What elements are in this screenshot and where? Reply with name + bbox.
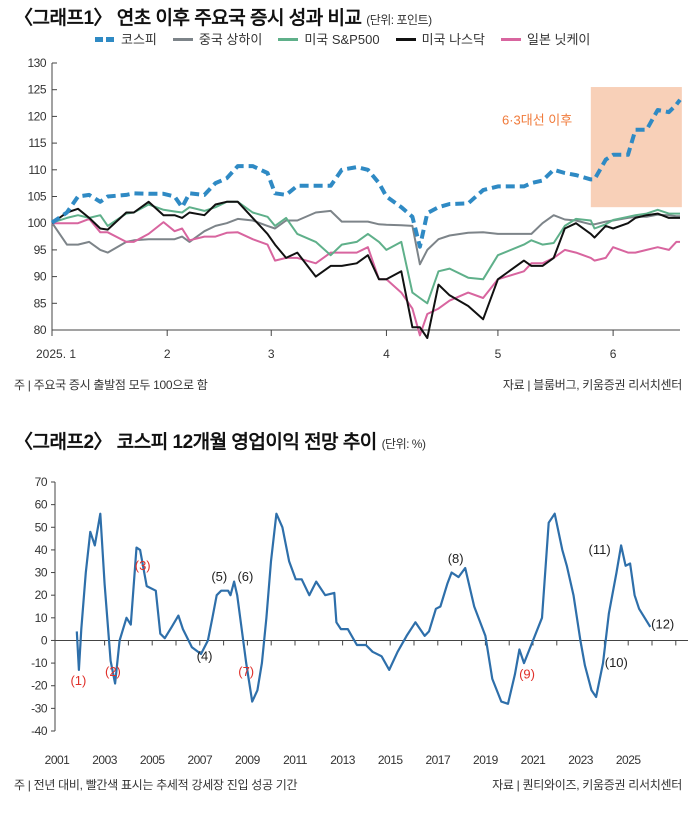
x-tick-label: 2 — [164, 347, 171, 361]
annotation-label: (7) — [238, 664, 254, 679]
y-tick-label: 110 — [28, 163, 46, 177]
x-tick-label: 2009 — [235, 753, 261, 767]
chart2-source: 자료 | 퀀티와이즈, 키움증권 리서치센터 — [492, 778, 682, 792]
y-tick-label: 105 — [27, 190, 46, 204]
y-tick-label: 40 — [35, 543, 48, 557]
legend-item-nikkei: 일본 닛케이 — [500, 32, 591, 47]
y-tick-label: 50 — [35, 520, 48, 534]
x-tick-label: 2017 — [425, 753, 451, 767]
annotation-label: (9) — [519, 666, 535, 681]
legend-swatch — [172, 38, 193, 41]
chart1-source: 자료 | 블룸버그, 키움증권 리서치센터 — [502, 378, 682, 392]
y-tick-label: 100 — [27, 216, 46, 230]
chart2-unit: (단위: %) — [381, 437, 426, 451]
y-tick-label: 130 — [27, 56, 46, 70]
x-tick-label: 5 — [495, 347, 502, 361]
annotation-label: (8) — [448, 551, 464, 566]
chart1-legend: 코스피 중국 상하이 미국 S&P500 미국 나스닥 일본 닛케이 — [95, 32, 590, 47]
legend-swatch — [95, 37, 115, 42]
legend-label: 미국 나스닥 — [421, 32, 485, 47]
y-tick-label: 125 — [27, 83, 46, 97]
x-tick-label: 4 — [383, 347, 390, 361]
annotation-label: (10) — [605, 655, 628, 670]
legend-label: 코스피 — [121, 32, 157, 47]
legend-item-shanghai: 중국 상하이 — [172, 32, 263, 47]
legend-label: 중국 상하이 — [198, 32, 263, 47]
legend-item-sp500: 미국 S&P500 — [278, 32, 380, 47]
x-tick-label: 2025. 1 — [36, 347, 76, 361]
x-tick-label: 2015 — [378, 753, 404, 767]
annotation-label: (4) — [197, 648, 213, 663]
chart2-title: 〈그래프2〉 코스피 12개월 영업이익 전망 추이 (단위: %) — [14, 432, 426, 455]
annotation-label: (1) — [70, 673, 86, 688]
annotation-label: (5) — [211, 569, 227, 584]
y-tick-label: -10 — [31, 656, 48, 670]
series-line-1 — [51, 209, 680, 266]
y-tick-label: 115 — [28, 136, 46, 150]
x-tick-label: 2013 — [330, 753, 356, 767]
annotation-label: (12) — [651, 617, 674, 632]
series-line-3 — [51, 200, 680, 339]
x-tick-label: 2007 — [187, 753, 213, 767]
y-tick-label: 120 — [27, 109, 46, 123]
x-tick-label: 6 — [610, 347, 617, 361]
y-tick-label: 30 — [35, 566, 48, 580]
y-tick-label: 85 — [34, 296, 47, 310]
y-tick-label: 60 — [35, 498, 48, 512]
chart1-title: 〈그래프1〉 연초 이후 주요국 증시 성과 비교 (단위: 포인트) — [14, 8, 432, 31]
legend-label: 일본 닛케이 — [526, 32, 591, 47]
x-tick-label: 2001 — [45, 753, 71, 767]
x-tick-label: 2005 — [140, 753, 166, 767]
annotation-label: (11) — [589, 542, 611, 557]
chart1-unit: (단위: 포인트) — [366, 13, 432, 27]
y-tick-label: 90 — [34, 270, 47, 284]
legend-item-kospi: 코스피 — [95, 32, 157, 47]
y-tick-label: 70 — [35, 475, 48, 489]
legend-item-nasdaq: 미국 나스닥 — [395, 32, 485, 47]
shaded-region — [590, 87, 682, 208]
chart2-note: 주 | 전년 대비, 빨간색 표시는 추세적 강세장 진입 성공 기간 — [14, 778, 298, 792]
y-tick-label: 20 — [35, 588, 48, 602]
y-tick-label: -40 — [31, 724, 48, 738]
series-line-2 — [51, 200, 680, 305]
annotation-label: (2) — [105, 664, 121, 679]
x-tick-label: 3 — [268, 347, 275, 361]
legend-swatch — [500, 38, 521, 41]
x-tick-label: 2011 — [283, 753, 308, 767]
x-tick-label: 2019 — [473, 753, 499, 767]
annotation-label: (3) — [135, 558, 151, 573]
chart1-plot: 6·3대선 이후 80 85 90 95 100 105 110 115 120 125 130 202… — [27, 56, 682, 361]
y-tick-label: -20 — [31, 679, 48, 693]
y-tick-label: 0 — [41, 633, 48, 647]
chart2-title-text: 〈그래프2〉 코스피 12개월 영업이익 전망 추이 — [14, 432, 377, 453]
x-tick-label: 2023 — [568, 753, 594, 767]
y-tick-label: 80 — [34, 323, 47, 337]
y-tick-label: 95 — [34, 243, 47, 257]
x-tick-label: 2025 — [616, 753, 642, 767]
series-line-0 — [50, 98, 682, 249]
legend-label: 미국 S&P500 — [304, 32, 380, 47]
legend-swatch — [395, 38, 416, 41]
annotation-label: (6) — [237, 569, 253, 584]
legend-swatch — [278, 38, 299, 41]
series-line — [75, 512, 652, 705]
chart1-title-text: 〈그래프1〉 연초 이후 주요국 증시 성과 비교 — [14, 8, 362, 29]
x-tick-label: 2021 — [521, 753, 547, 767]
chart1-note: 주 | 주요국 증시 출발점 모두 100으로 함 — [14, 378, 208, 392]
x-tick-label: 2003 — [92, 753, 118, 767]
y-tick-label: 10 — [35, 611, 48, 625]
annotation-label: 6·3대선 이후 — [502, 112, 572, 127]
y-tick-label: -30 — [31, 701, 48, 715]
